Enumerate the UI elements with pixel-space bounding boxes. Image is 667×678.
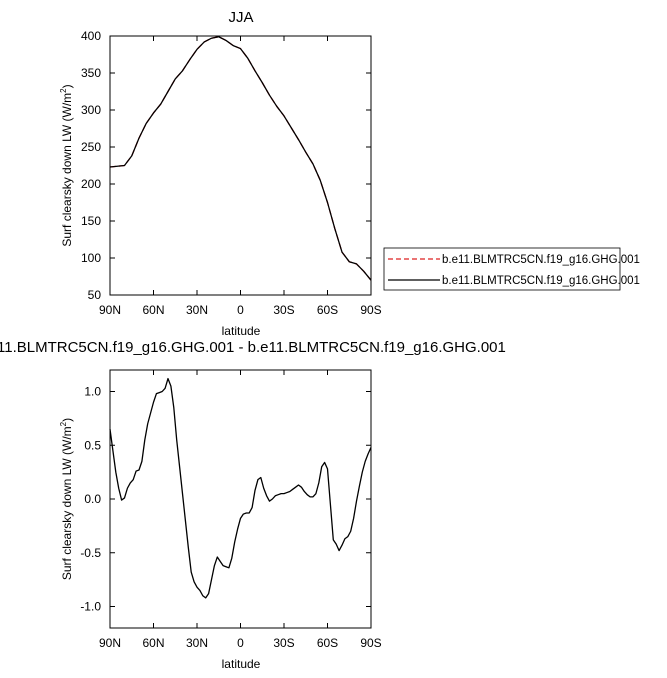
legend-label-2: b.e11.BLMTRC5CN.f19_g16.GHG.001 [442,275,640,287]
lower-ylabel-sup: 2 [59,421,68,426]
lower-chart-frame [109,369,372,629]
x-tick-label: 30S [273,303,294,317]
lower-chart-title: b.e11.BLMTRC5CN.f19_g16.GHG.001 - b.e11.… [0,339,506,356]
upper-chart-ticks: 90N 60N 30N 0 30S 60S 90S 50 100 150 200 250 300 350 4… [81,29,382,317]
x-tick-label: 30N [186,636,208,650]
x-tick-label: 60N [142,303,164,317]
x-tick-label: 90S [360,303,381,317]
y-tick-label: 400 [81,29,101,43]
y-tick-label: 50 [88,288,102,302]
upper-chart-lines [109,36,372,281]
upper-ylabel-sup: 2 [59,88,68,93]
x-tick-label: 0 [237,636,244,650]
y-tick-label: 1.0 [84,385,101,399]
y-tick-label: 300 [81,103,101,117]
x-tick-label: 60N [142,636,164,650]
x-tick-label: 60S [317,636,338,650]
x-tick-label: 60S [317,303,338,317]
series-line-1 [109,377,372,599]
legend-box [383,247,621,291]
lower-ylabel-close: ) [60,418,74,422]
lower-chart: b.e11.BLMTRC5CN.f19_g16.GHG.001 - b.e11.… [0,339,506,671]
y-tick-label: 200 [81,177,101,191]
x-tick-label: 90S [360,636,381,650]
y-tick-label: 250 [81,140,101,154]
y-tick-label: 0.0 [84,492,101,506]
lower-chart-xlabel: latitude [222,657,261,671]
y-tick-label: 0.5 [84,438,101,452]
x-tick-label: 30S [273,636,294,650]
x-tick-label: 0 [237,303,244,317]
upper-chart-title: JJA [228,9,253,26]
y-tick-label: -0.5 [80,546,101,560]
upper-chart-xlabel: latitude [222,324,261,338]
y-tick-label: 350 [81,66,101,80]
x-tick-label: 90N [99,303,121,317]
legend: b.e11.BLMTRC5CN.f19_g16.GHG.001 b.e11.BL… [383,247,640,291]
legend-label-1: b.e11.BLMTRC5CN.f19_g16.GHG.001 [442,254,640,266]
upper-chart-frame [109,35,372,296]
lower-chart-lines [109,377,372,599]
upper-chart: JJA 90N 60N 30N 0 30S 60S 90S 50 100 150 200 250 300… [59,9,382,338]
x-tick-label: 90N [99,636,121,650]
lower-chart-ylabel: Surf clearsky down LW (W/m2) [59,418,74,580]
lower-chart-ticks: 90N 60N 30N 0 30S 60S 90S -1.0 -0.5 0.0 0.5 1.0 [80,370,382,650]
y-tick-label: 150 [81,214,101,228]
y-tick-label: 100 [81,251,101,265]
series-line-2 [109,36,372,281]
upper-chart-ylabel: Surf clearsky down LW (W/m2) [59,84,74,246]
y-tick-label: -1.0 [80,600,101,614]
upper-ylabel-close: ) [60,84,74,88]
upper-ylabel-text: Surf clearsky down LW (W/m [60,93,74,247]
lower-ylabel-text: Surf clearsky down LW (W/m [60,426,74,580]
x-tick-label: 30N [186,303,208,317]
series-line-1 [109,36,372,281]
